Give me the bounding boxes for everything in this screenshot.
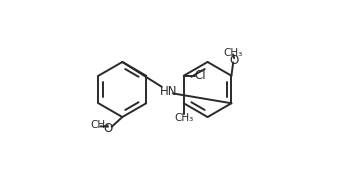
- Text: Cl: Cl: [195, 69, 206, 82]
- Text: CH₃: CH₃: [223, 48, 243, 58]
- Text: CH₃: CH₃: [90, 120, 109, 130]
- Text: O: O: [229, 54, 239, 67]
- Text: CH₃: CH₃: [174, 113, 193, 123]
- Text: HN: HN: [160, 85, 177, 98]
- Text: O: O: [104, 122, 113, 135]
